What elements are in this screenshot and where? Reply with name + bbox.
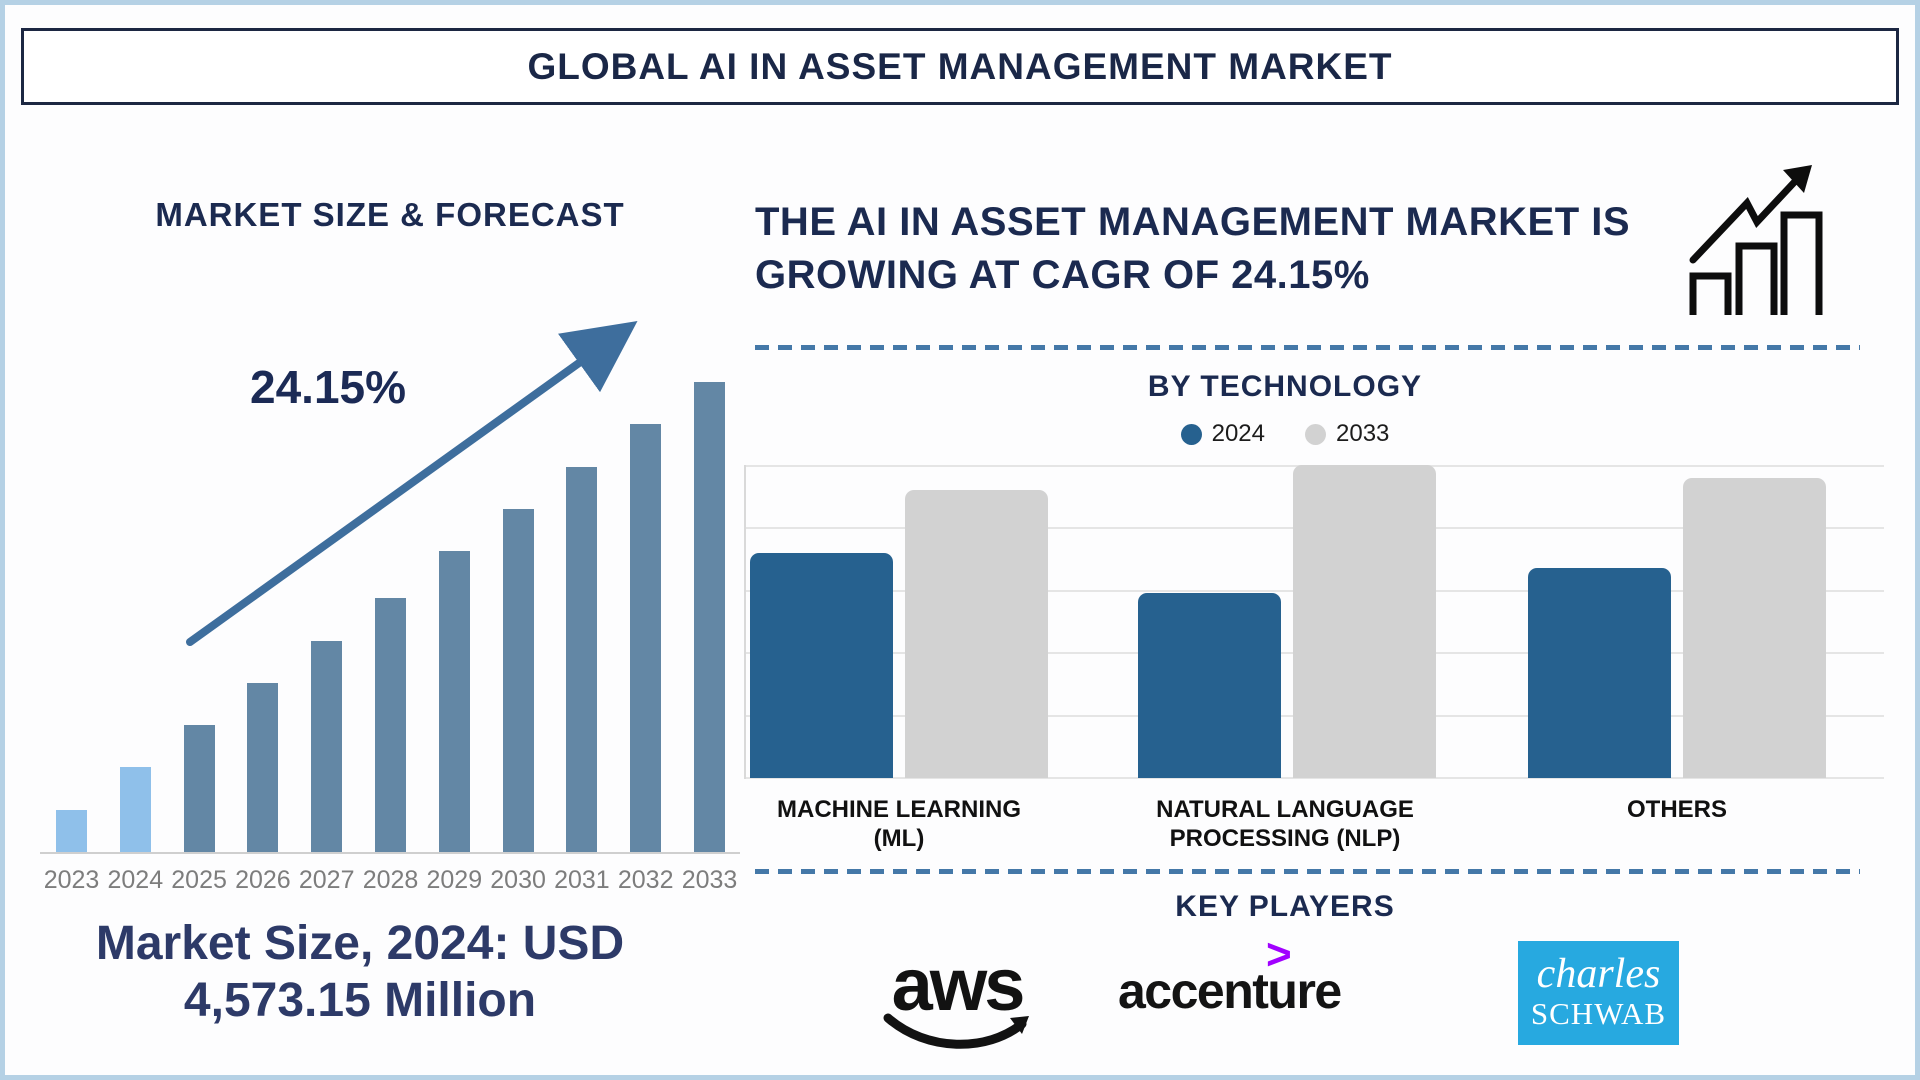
- forecast-bar-2025: [183, 725, 215, 852]
- charles-schwab-logo: charles SCHWAB: [1518, 941, 1679, 1045]
- year-label-2031: 2031: [554, 866, 610, 894]
- accenture-arrow-symbol: >: [1266, 930, 1292, 979]
- year-label-2032: 2032: [617, 866, 674, 894]
- forecast-bar-2028: [375, 598, 406, 852]
- charles-schwab-logo-line2: SCHWAB: [1530, 996, 1667, 1031]
- forecast-bar-2033: [694, 382, 725, 852]
- legend-label-2024: 2024: [1211, 420, 1265, 447]
- accenture-logo-text: accenture: [1118, 963, 1342, 1019]
- aws-smile-arrow-icon: [883, 1013, 1029, 1049]
- category-label-nlp: NATURAL LANGUAGE PROCESSING (NLP): [1156, 796, 1414, 852]
- charles-schwab-logo-line1: charles: [1536, 951, 1661, 997]
- year-label-2029: 2029: [426, 866, 483, 894]
- cagr-value-label: 24.15%: [250, 361, 407, 413]
- year-label-2033: 2033: [681, 866, 738, 894]
- year-label-2030: 2030: [490, 866, 546, 894]
- tech-bar-2024-ml: [750, 552, 893, 778]
- dashed-divider-top: [755, 345, 1860, 350]
- category-label-ml: MACHINE LEARNING (ML): [777, 796, 1021, 852]
- forecast-bar-2032: [630, 424, 662, 852]
- year-label-2028: 2028: [362, 866, 419, 894]
- market-size-forecast-heading: MARKET SIZE & FORECAST: [155, 196, 625, 233]
- market-size-caption-line1: Market Size, 2024: USD: [95, 917, 625, 970]
- cagr-headline-line1: THE AI IN ASSET MANAGEMENT MARKET IS: [755, 200, 1631, 244]
- market-size-caption-line2: 4,573.15 Million: [183, 974, 537, 1027]
- by-technology-title: BY TECHNOLOGY: [1147, 370, 1423, 403]
- market-size-caption: Market Size, 2024: USD 4,573.15 Million: [30, 915, 690, 1029]
- forecast-bar-2031: [566, 466, 598, 852]
- cagr-headline-line2: GROWING AT CAGR OF 24.15%: [755, 253, 1370, 297]
- tech-bar-2033-others: [1683, 477, 1826, 778]
- page-title: GLOBAL AI IN ASSET MANAGEMENT MARKET: [527, 45, 1393, 87]
- by-technology-bar-chart: [744, 465, 1884, 779]
- key-players-title: KEY PLAYERS: [1175, 890, 1395, 923]
- tech-bar-2024-nlp: [1138, 593, 1281, 778]
- year-label-2023: 2023: [43, 866, 100, 894]
- year-label-2027: 2027: [298, 866, 355, 894]
- legend-item-2033: 2033: [1305, 420, 1389, 448]
- forecast-bar-2024: [119, 767, 151, 852]
- title-box: GLOBAL AI IN ASSET MANAGEMENT MARKET: [21, 28, 1899, 105]
- legend-dot-2024: [1180, 423, 1202, 445]
- forecast-bar-2030: [502, 508, 534, 852]
- forecast-bar-2029: [438, 551, 470, 852]
- year-label-2024: 2024: [107, 866, 164, 894]
- by-technology-category-labels: MACHINE LEARNING (ML) NATURAL LANGUAGE PR…: [744, 795, 1884, 865]
- legend-dot-2033: [1305, 423, 1326, 445]
- dashed-divider-bottom: [755, 869, 1860, 874]
- tech-bar-2033-ml: [905, 490, 1048, 778]
- forecast-bar-2023: [56, 809, 87, 852]
- y-axis-line: [744, 465, 746, 779]
- forecast-bar-2027: [311, 640, 343, 852]
- aws-logo-text: aws: [891, 943, 1026, 1026]
- x-axis-year-labels: 2023 2024 2025 2026 2027 2028 2029 2030 2031 2032…: [40, 866, 740, 896]
- year-label-2025: 2025: [171, 866, 227, 894]
- cagr-headline: THE AI IN ASSET MANAGEMENT MARKET IS GRO…: [755, 196, 1715, 302]
- legend-label-2033: 2033: [1336, 420, 1390, 447]
- growth-chart-icon: [1689, 165, 1823, 315]
- category-label-others: OTHERS: [1626, 796, 1727, 823]
- tech-bar-2024-others: [1528, 568, 1671, 778]
- gridline: [744, 777, 1884, 779]
- market-size-bar-chart: [40, 382, 740, 852]
- aws-logo: aws: [882, 948, 1032, 1056]
- year-label-2026: 2026: [235, 866, 291, 894]
- x-axis-baseline: [40, 852, 740, 854]
- by-technology-legend: 2024 2033: [755, 420, 1815, 448]
- legend-item-2024: 2024: [1180, 420, 1265, 448]
- growth-trend-arrow-icon: [186, 321, 638, 646]
- accenture-logo: > accenture: [1118, 930, 1408, 1028]
- tech-bar-2033-nlp: [1293, 465, 1436, 778]
- forecast-bar-2026: [247, 682, 279, 852]
